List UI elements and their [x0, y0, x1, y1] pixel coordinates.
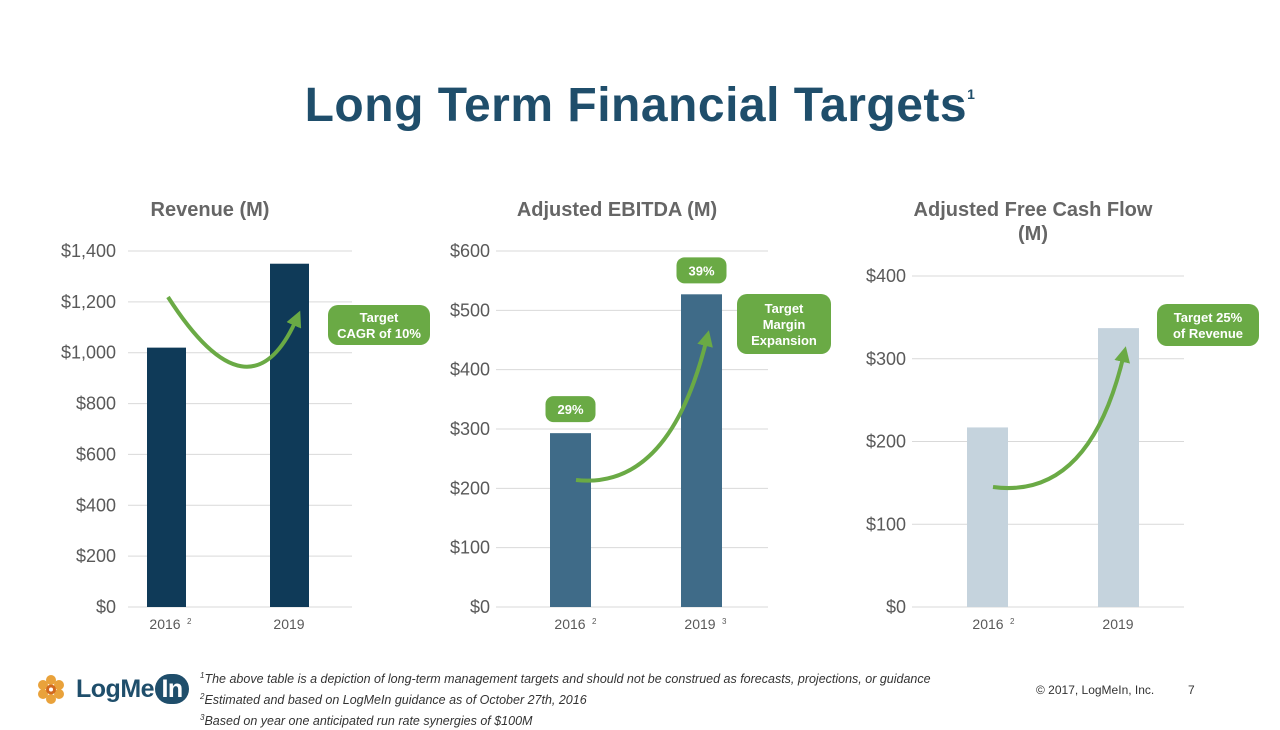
chart-1-ytick-label: $1,400 — [61, 241, 116, 261]
chart-3-ytick-label: $300 — [866, 349, 906, 369]
chart-2-title: Adjusted EBITDA (M) — [517, 199, 717, 221]
chart-3-annotation-text: Target 25% — [1174, 310, 1243, 325]
chart-1-category-label: 2016 — [149, 616, 180, 632]
chart-1-ytick-label: $400 — [76, 495, 116, 515]
chart-2-ytick-label: $100 — [450, 538, 490, 558]
chart-1-category-label: 2019 — [273, 616, 304, 632]
chart-2-category-label: 2016 — [554, 616, 585, 632]
chart-1-ytick-label: $200 — [76, 546, 116, 566]
chart-2-bar-label-badge — [676, 257, 727, 284]
chart-2-annotation-text: Target — [765, 301, 804, 316]
footnote-2: 2Estimated and based on LogMeIn guidance… — [200, 692, 587, 708]
chart-3-ytick-label: $200 — [866, 432, 906, 452]
chart-2-ytick-label: $500 — [450, 300, 490, 320]
chart-2-bar-2019 — [681, 294, 722, 607]
charts-area: Revenue (M) $0 $200 $400 $600 $800 $1,000 $1,20… — [61, 199, 1259, 632]
chart-1-annotation-text: Target — [360, 310, 399, 325]
chart-3-category-label: 2019 — [1102, 616, 1133, 632]
chart-2-category-footnote-mark: 2 — [592, 617, 597, 626]
logmein-logo: LogMe In — [36, 674, 190, 704]
chart-2-ytick-label: $300 — [450, 419, 490, 439]
chart-1-annotation-box — [328, 305, 430, 345]
chart-1-ytick-label: $600 — [76, 444, 116, 464]
chart-1-category-footnote-mark: 2 — [187, 617, 192, 626]
logo-in-badge: In — [155, 674, 190, 704]
chart-1-bar-2019 — [270, 263, 309, 607]
chart-1-ytick-label: $800 — [76, 394, 116, 414]
chart-2-category-label: 2019 — [684, 616, 715, 632]
chart-3-bar-2016 — [967, 427, 1008, 607]
chart-2-ytick-label: $0 — [470, 597, 490, 617]
chart-1-ytick-label: $1,000 — [61, 343, 116, 363]
chart-2-bar-label-badge — [545, 396, 596, 423]
chart-3-title: (M) — [1018, 223, 1048, 245]
chart-3-title: Adjusted Free Cash Flow — [914, 199, 1153, 221]
chart-1-bar-2016 — [147, 347, 186, 607]
chart-2-ytick-label: $600 — [450, 241, 490, 261]
chart-1-annotation-text: CAGR of 10% — [337, 326, 421, 341]
page-title: Long Term Financial Targets1 — [0, 78, 1280, 133]
chart-3-growth-arrow-icon — [992, 346, 1130, 491]
logo-wordmark: LogMe In — [76, 674, 190, 704]
chart-2-annotation-text: Margin — [763, 317, 806, 332]
chart-2-annotation-box — [737, 294, 831, 354]
chart-2-category-footnote-mark: 3 — [722, 617, 727, 626]
title-text: Long Term Financial Targets — [304, 79, 968, 132]
chart-1-ytick-label: $0 — [96, 597, 116, 617]
flower-logo-icon — [38, 675, 64, 704]
chart-2-bar-label: 39% — [688, 263, 714, 278]
chart-2-ytick-label: $200 — [450, 478, 490, 498]
chart-3-ytick-label: $100 — [866, 514, 906, 534]
chart-1-title: Revenue (M) — [151, 199, 270, 221]
footnotes: 1The above table is a depiction of long-… — [200, 667, 1020, 730]
chart-3-category-label: 2016 — [972, 616, 1003, 632]
chart-1-ytick-label: $1,200 — [61, 292, 116, 312]
chart-3-ytick-label: $400 — [866, 266, 906, 286]
chart-3-annotation-box — [1157, 304, 1259, 346]
chart-2-ytick-label: $400 — [450, 360, 490, 380]
chart-2-bar-2016 — [550, 433, 591, 607]
chart-1-growth-arrow-icon — [166, 295, 302, 369]
chart-3-category-footnote-mark: 2 — [1010, 617, 1015, 626]
chart-3-annotation-text: of Revenue — [1173, 326, 1243, 341]
footnote-1: 1The above table is a depiction of long-… — [200, 671, 931, 687]
chart-2-bar-label: 29% — [557, 402, 583, 417]
page-number: 7 — [1188, 683, 1195, 697]
copyright: © 2017, LogMeIn, Inc. — [1036, 683, 1155, 697]
chart-3-ytick-label: $0 — [886, 597, 906, 617]
chart-2-annotation-text: Expansion — [751, 333, 817, 348]
chart-2-growth-arrow-icon — [575, 330, 713, 483]
title-footnote-mark: 1 — [967, 86, 976, 102]
